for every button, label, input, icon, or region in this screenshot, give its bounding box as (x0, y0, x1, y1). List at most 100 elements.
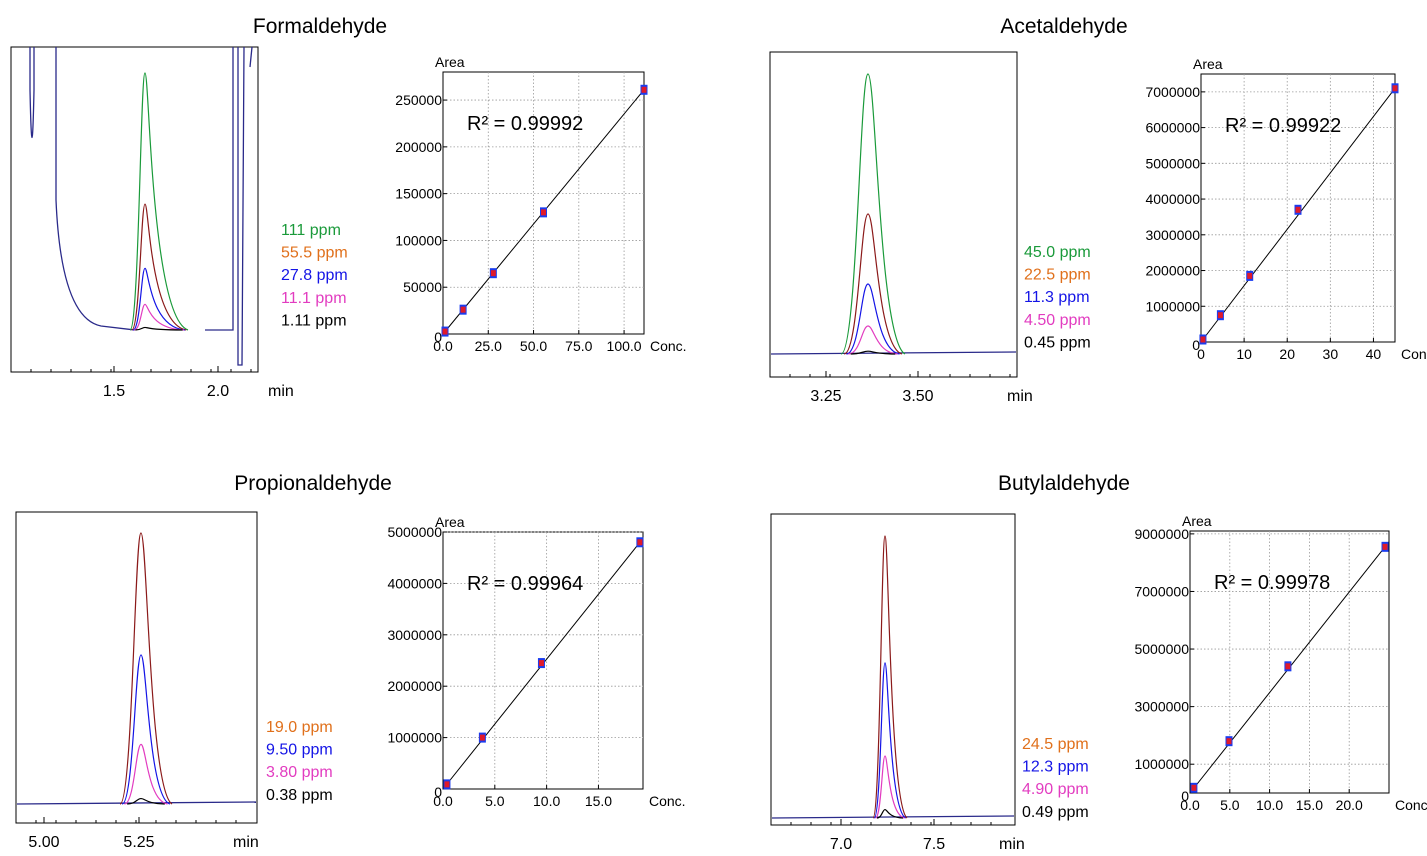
calibration-point-red (1217, 312, 1223, 319)
late-peak-trace (205, 46, 245, 366)
chromatogram-peak-1 (843, 213, 903, 355)
legend-entry: 27.8 ppm (281, 267, 348, 284)
calibration-x-tick-label: 10.0 (1256, 797, 1283, 813)
calibration-point-red (1285, 663, 1291, 670)
calibration-y-tick-label: 50000 (403, 279, 442, 295)
calibration-y-tick-label: 3000000 (387, 627, 442, 643)
calibration-point-red (1191, 784, 1197, 791)
calibration-x-tick-label: 10 (1236, 346, 1252, 362)
panel-title: Formaldehyde (253, 15, 387, 38)
solvent-peak-trace (29, 47, 35, 139)
chromatogram-peak-3 (127, 797, 165, 805)
chromatogram-peak-3 (133, 303, 184, 331)
panel-title: Butylaldehyde (998, 472, 1130, 495)
calibration-point-red (1247, 272, 1253, 279)
chromatogram-peak-1 (121, 654, 171, 805)
chromatogram-peak-0 (872, 535, 908, 819)
chromatogram-axis-label: min (268, 383, 294, 400)
calibration-x-axis-label: Conc. (649, 793, 686, 809)
calibration-point-red (1226, 738, 1232, 745)
calibration-point-red (490, 270, 496, 277)
legend-entry: 9.50 ppm (266, 742, 333, 759)
chromatogram-peak-0 (840, 73, 906, 355)
calibration-y-axis-label: Area (1193, 56, 1223, 72)
calibration-x-tick-label: 100.0 (607, 338, 642, 354)
calibration-y-tick-label: 4000000 (387, 575, 442, 591)
calibration-y-tick-label: 7000000 (1145, 84, 1200, 100)
calibration-y-tick-label: 4000000 (1145, 191, 1200, 207)
chromatogram-tick-label: 5.00 (28, 834, 59, 851)
calibration-x-tick-label: 40 (1366, 346, 1382, 362)
r-squared-label: R² = 0.99978 (1214, 572, 1330, 594)
chromatogram-axis-label: min (233, 834, 259, 851)
calibration-x-tick-label: 25.0 (475, 338, 502, 354)
legend-entry: 24.5 ppm (1022, 736, 1089, 753)
legend-entry: 11.3 ppm (1024, 289, 1090, 306)
calibration-x-axis-label: Conc. (1395, 797, 1427, 813)
calibration-point-red (538, 660, 544, 667)
calibration-x-axis-label: Conc. (1401, 346, 1427, 362)
calibration-frame (442, 71, 645, 335)
calibration-x-tick-label: 10.0 (533, 793, 560, 809)
legend-entry: 55.5 ppm (281, 245, 348, 262)
calibration-y-tick-label: 7000000 (1134, 583, 1189, 599)
calibration-y-tick-label: 1000000 (1145, 298, 1200, 314)
calibration-x-tick-label: 0.0 (433, 338, 453, 354)
chromatogram-frame (769, 51, 1018, 378)
chromatogram-frame (15, 511, 258, 824)
legend-entry: 0.45 ppm (1024, 334, 1091, 351)
chromatogram-peak-0 (119, 532, 173, 805)
chromatogram-tick-label: 1.5 (103, 383, 125, 400)
legend-entry: 4.90 ppm (1022, 781, 1089, 798)
chromatogram-tick-label: 5.25 (123, 834, 154, 851)
calibration-regression-line (1200, 87, 1396, 343)
calibration-x-tick-label: 5.0 (485, 793, 505, 809)
calibration-y-tick-label: 3000000 (1145, 227, 1200, 243)
calibration-frame (442, 531, 644, 790)
calibration-x-tick-label: 0.0 (433, 793, 453, 809)
chromatogram-peak-2 (124, 743, 168, 805)
calibration-y-tick-label: 5000000 (1134, 641, 1189, 657)
legend-entry: 0.49 ppm (1022, 804, 1089, 821)
late-peak-trace (249, 46, 253, 68)
baseline-trace (16, 801, 257, 805)
legend-entry: 45.0 ppm (1024, 244, 1091, 261)
calibration-y-tick-label: 5000000 (1145, 155, 1200, 171)
calibration-y-tick-label: 200000 (395, 139, 442, 155)
calibration-y-tick-label: 100000 (395, 232, 442, 248)
calibration-point-red (442, 328, 448, 335)
calibration-point-red (460, 306, 466, 313)
solvent-tail-trace (55, 47, 136, 331)
calibration-point-red (1200, 336, 1206, 343)
calibration-y-tick-label: 0 (1192, 337, 1200, 353)
panel-title: Acetaldehyde (1000, 15, 1127, 38)
chromatogram-axis-label: min (1007, 388, 1033, 405)
chromatogram-tick-label: 3.50 (902, 388, 933, 405)
chromatogram-tick-label: 2.0 (207, 383, 229, 400)
calibration-point-red (1392, 85, 1398, 92)
chromatogram-peak-4 (135, 326, 183, 331)
legend-entry: 111 ppm (281, 222, 341, 239)
calibration-y-tick-label: 9000000 (1134, 526, 1189, 542)
legend-entry: 12.3 ppm (1022, 759, 1089, 776)
legend-entry: 0.38 ppm (266, 787, 333, 804)
calibration-y-tick-label: 0 (1181, 788, 1189, 804)
calibration-point-red (541, 209, 546, 216)
calibration-y-tick-label: 3000000 (1134, 699, 1189, 715)
chromatogram-frame (10, 46, 259, 373)
baseline-trace (771, 815, 1015, 819)
calibration-y-axis-label: Area (1182, 513, 1212, 529)
calibration-point-red (641, 86, 647, 93)
calibration-x-tick-label: 0 (1197, 346, 1205, 362)
calibration-point-red (444, 781, 450, 788)
chromatogram-peak-1 (131, 203, 187, 331)
chromatogram-axis-label: min (999, 836, 1025, 853)
calibration-y-axis-label: Area (435, 54, 465, 70)
calibration-x-tick-label: 20.0 (1336, 797, 1363, 813)
chromatogram-peak-1 (873, 662, 907, 819)
chromatogram-peak-2 (132, 267, 185, 331)
calibration-frame (1189, 530, 1390, 794)
calibration-x-tick-label: 0.0 (1180, 797, 1200, 813)
legend-entry: 19.0 ppm (266, 719, 333, 736)
calibration-x-tick-label: 30 (1323, 346, 1339, 362)
